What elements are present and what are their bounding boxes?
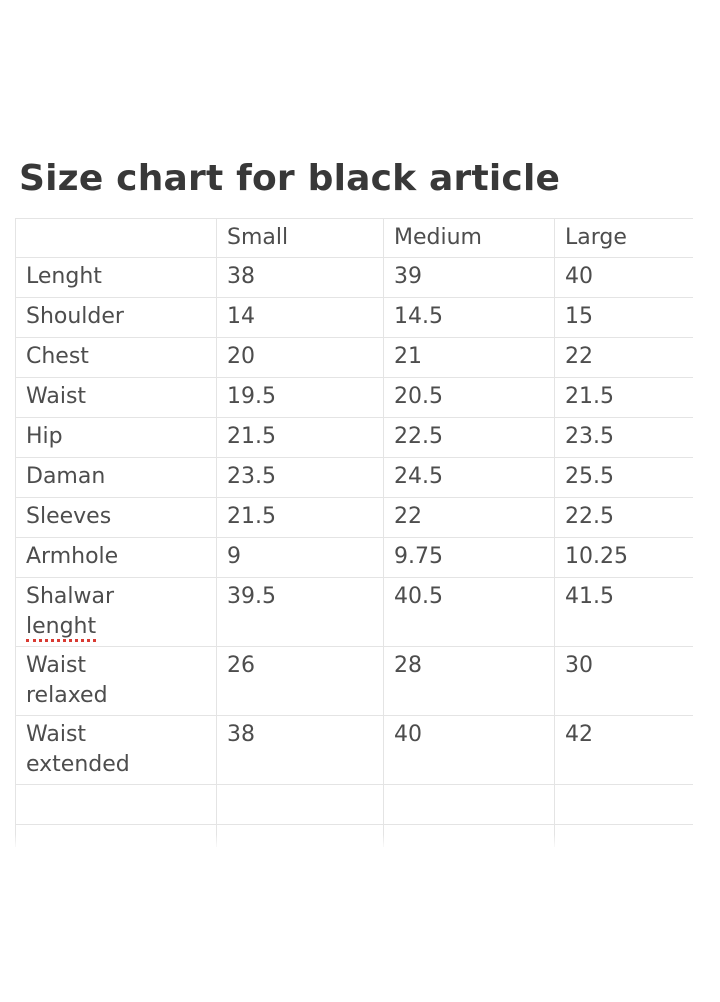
row-label: Shalwar lenght — [15, 577, 217, 647]
cell-large — [554, 784, 693, 825]
cell-large: 25.5 — [554, 457, 693, 498]
row-label: Waist extended — [15, 715, 217, 785]
cell-large: 41.5 — [554, 577, 693, 647]
header-cell-empty — [15, 218, 217, 258]
cell-large: 15 — [554, 297, 693, 338]
header-cell-medium: Medium — [383, 218, 555, 258]
cell-medium: 40.5 — [383, 577, 555, 647]
cell-medium: 39 — [383, 257, 555, 298]
cell-large: 42 — [554, 715, 693, 785]
cell-small: 21.5 — [216, 417, 384, 458]
cell-medium: 20.5 — [383, 377, 555, 418]
header-cell-small: Small — [216, 218, 384, 258]
row-label: Hip — [15, 417, 217, 458]
row-label: Lenght — [15, 257, 217, 298]
row-label: Waist relaxed — [15, 646, 217, 716]
cell-large — [554, 824, 693, 847]
cell-small — [216, 784, 384, 825]
row-label-text: Shalwar — [26, 584, 115, 609]
cell-small: 23.5 — [216, 457, 384, 498]
table-row: Waist extended 38 40 42 — [15, 715, 693, 785]
size-chart-table: Small Medium Large Lenght 38 39 40 Shoulder 1… — [15, 218, 693, 847]
row-label: Shoulder — [15, 297, 217, 338]
cell-medium: 22 — [383, 497, 555, 538]
table-row: Waist relaxed 26 28 30 — [15, 646, 693, 716]
row-label: Daman — [15, 457, 217, 498]
cell-medium: 22.5 — [383, 417, 555, 458]
cell-large: 30 — [554, 646, 693, 716]
page-title: Size chart for black article — [19, 158, 561, 199]
cell-medium: 9.75 — [383, 537, 555, 578]
cell-large: 22.5 — [554, 497, 693, 538]
cell-medium — [383, 824, 555, 847]
table-row: Armhole 9 9.75 10.25 — [15, 537, 693, 578]
table-row: Lenght 38 39 40 — [15, 257, 693, 298]
table-row: Daman 23.5 24.5 25.5 — [15, 457, 693, 498]
cell-small: 20 — [216, 337, 384, 378]
header-row: Small Medium Large — [15, 218, 693, 258]
cell-medium: 24.5 — [383, 457, 555, 498]
cell-small: 38 — [216, 257, 384, 298]
table-row — [15, 784, 693, 825]
cell-large: 21.5 — [554, 377, 693, 418]
table-row: Sleeves 21.5 22 22.5 — [15, 497, 693, 538]
cell-large: 40 — [554, 257, 693, 298]
table-row: Waist 19.5 20.5 21.5 — [15, 377, 693, 418]
cell-small: 39.5 — [216, 577, 384, 647]
row-label: Armhole — [15, 537, 217, 578]
table-row: Shoulder 14 14.5 15 — [15, 297, 693, 338]
table-row: Chest 20 21 22 — [15, 337, 693, 378]
table-row: Shalwar lenght 39.5 40.5 41.5 — [15, 577, 693, 647]
table-row: Hip 21.5 22.5 23.5 — [15, 417, 693, 458]
cell-small — [216, 824, 384, 847]
row-label — [15, 784, 217, 825]
misspelled-word[interactable]: lenght — [26, 614, 97, 642]
cell-medium: 40 — [383, 715, 555, 785]
row-label: Chest — [15, 337, 217, 378]
cell-medium: 14.5 — [383, 297, 555, 338]
cell-medium: 21 — [383, 337, 555, 378]
cell-small: 14 — [216, 297, 384, 338]
cell-medium: 28 — [383, 646, 555, 716]
row-label — [15, 824, 217, 847]
cell-small: 9 — [216, 537, 384, 578]
cell-small: 26 — [216, 646, 384, 716]
row-label: Sleeves — [15, 497, 217, 538]
header-cell-large: Large — [554, 218, 693, 258]
row-label: Waist — [15, 377, 217, 418]
cell-large: 23.5 — [554, 417, 693, 458]
cell-medium — [383, 784, 555, 825]
cell-large: 10.25 — [554, 537, 693, 578]
cell-small: 19.5 — [216, 377, 384, 418]
table-row — [15, 824, 693, 847]
cell-small: 21.5 — [216, 497, 384, 538]
cell-small: 38 — [216, 715, 384, 785]
cell-large: 22 — [554, 337, 693, 378]
